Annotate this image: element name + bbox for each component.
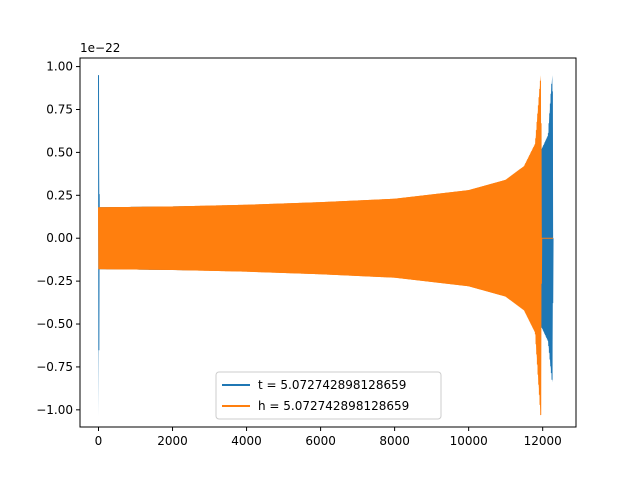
y-tick-label: −0.75	[36, 360, 73, 374]
y-tick-label: 0.25	[46, 188, 73, 202]
y-tick-label: 0.75	[46, 102, 73, 116]
legend: t = 5.072742898128659 h = 5.0727428981286…	[215, 371, 442, 420]
y-tick-label: 1.00	[46, 60, 73, 74]
x-tick-label: 2000	[157, 434, 188, 448]
plot-frame	[79, 57, 577, 428]
y-tick-label: 0.50	[46, 145, 73, 159]
y-tick-label: −0.25	[36, 274, 73, 288]
x-tick-label: 6000	[305, 434, 336, 448]
x-tick-label: 12000	[524, 434, 562, 448]
x-tick-label: 10000	[450, 434, 488, 448]
legend-label-0: t = 5.072742898128659	[258, 378, 406, 392]
x-tick-label: 8000	[379, 434, 410, 448]
x-tick-label: 0	[95, 434, 103, 448]
series-1-line	[98, 80, 554, 415]
y-tick-label: 0.00	[46, 231, 73, 245]
x-tick-label: 4000	[231, 434, 262, 448]
legend-label-1: h = 5.072742898128659	[258, 399, 409, 413]
legend-box	[215, 371, 442, 420]
offset-label: 1e−22	[80, 41, 120, 55]
y-tick-label: −0.50	[36, 317, 73, 331]
y-tick-label: −1.00	[36, 403, 73, 417]
